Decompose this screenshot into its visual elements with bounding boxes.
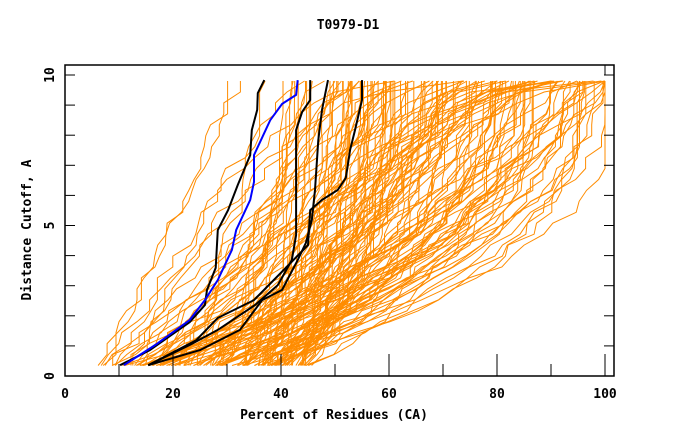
model-curve — [245, 80, 325, 366]
y-axis-label: Distance Cutoff, A — [20, 159, 35, 300]
model-curve — [130, 80, 464, 366]
x-axis-label: Percent of Residues (CA) — [240, 408, 428, 423]
model-curve — [281, 81, 606, 366]
highlight-black-4-line — [147, 80, 363, 367]
x-tick-label: 40 — [273, 387, 289, 402]
x-axis: 0 20 40 60 80 100 — [61, 65, 617, 402]
model-curve — [102, 81, 241, 366]
model-curve — [159, 81, 604, 366]
chart-title: T0979-D1 — [317, 18, 380, 33]
model-curve — [231, 80, 535, 366]
y-axis: 0 5 10 — [43, 67, 614, 380]
y-tick-label: 0 — [43, 372, 58, 380]
x-tick-label: 80 — [489, 387, 505, 402]
model-curve — [236, 80, 413, 366]
model-curve — [277, 80, 392, 366]
model-curve — [305, 81, 606, 366]
model-curve — [178, 80, 606, 366]
background-model-curves — [97, 80, 606, 366]
plot-frame — [64, 64, 615, 377]
x-tick-label: 20 — [165, 387, 181, 402]
model-curve — [139, 80, 581, 366]
model-curve — [271, 80, 524, 366]
model-curve — [97, 81, 229, 366]
model-curve — [266, 80, 584, 366]
model-curve — [168, 80, 510, 366]
model-curve — [179, 80, 402, 366]
x-tick-label: 100 — [593, 387, 617, 402]
y-tick-label: 5 — [43, 222, 58, 230]
model-curve — [225, 80, 606, 366]
model-curve — [193, 81, 526, 366]
model-curve — [184, 81, 571, 366]
model-curve — [254, 81, 493, 366]
model-curve — [162, 81, 501, 366]
model-curve — [134, 80, 594, 366]
model-curve — [111, 81, 482, 366]
model-curve — [261, 80, 559, 366]
x-tick-label: 0 — [61, 387, 69, 402]
model-curve — [267, 80, 555, 366]
model-curve — [183, 80, 342, 366]
highlight-curves — [119, 79, 363, 367]
model-curve — [277, 80, 385, 366]
model-curve — [219, 81, 585, 366]
model-curve — [243, 81, 606, 366]
model-curve — [270, 80, 606, 366]
model-curve — [245, 80, 605, 366]
model-curve — [242, 81, 551, 366]
model-curve — [203, 80, 578, 366]
y-tick-label: 10 — [43, 67, 58, 83]
model-curve — [287, 81, 406, 366]
model-curve — [114, 80, 434, 366]
model-curve — [302, 80, 553, 366]
model-curve — [263, 81, 353, 366]
model-curve — [112, 80, 605, 366]
model-curve — [212, 80, 564, 366]
model-curve — [156, 81, 595, 366]
model-curve — [148, 81, 579, 366]
highlight-black-2-line — [147, 80, 312, 367]
model-curve — [220, 81, 308, 366]
model-curve — [132, 80, 305, 366]
highlight-blue-line — [123, 79, 299, 367]
model-curve — [163, 81, 296, 366]
model-curve — [114, 80, 395, 366]
highlight-black-1-line — [119, 79, 266, 367]
model-curve — [179, 80, 266, 366]
model-curve — [139, 80, 563, 366]
x-tick-label: 60 — [381, 387, 397, 402]
model-curve — [100, 80, 352, 366]
